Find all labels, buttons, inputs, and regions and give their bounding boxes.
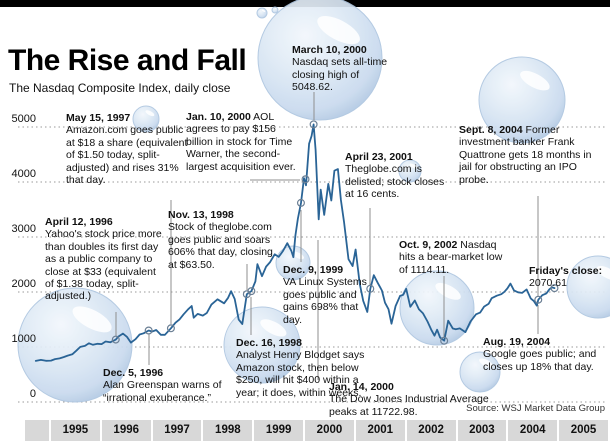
annotation-date: Oct. 9, 2002 bbox=[399, 239, 458, 251]
event-markers-layer bbox=[111, 120, 559, 345]
annotation-dec5-1996: Dec. 5, 1996 Alan Greenspan warns of “irr… bbox=[103, 367, 240, 404]
year-cell-1996: 1996 bbox=[101, 420, 151, 441]
annotation-date: Sept. 8, 2004 bbox=[459, 124, 523, 136]
year-cell-2000: 2000 bbox=[305, 420, 354, 441]
annotation-date: April 12, 1996 bbox=[45, 216, 113, 228]
bubble-decoration bbox=[256, 7, 268, 19]
event-marker-dec5-1996 bbox=[144, 326, 153, 335]
price-line-layer bbox=[34, 123, 556, 362]
event-marker-dec9-1999 bbox=[296, 198, 305, 207]
x-axis-stub-cell bbox=[25, 420, 49, 441]
annotation-date: March 10, 2000 bbox=[292, 44, 367, 56]
annotation-date: Jan. 14, 2000 bbox=[329, 381, 394, 393]
y-tick-label: 3000 bbox=[11, 223, 36, 235]
bubble-decoration bbox=[17, 287, 133, 403]
y-tick-label: 0 bbox=[29, 388, 36, 400]
annotation-aug19-2004: Aug. 19, 2004 Google goes public; and clo… bbox=[483, 336, 603, 373]
x-axis: 1995 1996 1997 1998 1999 2000 2001 2002 2003 2004… bbox=[25, 420, 608, 441]
y-tick-label: 1000 bbox=[11, 333, 36, 345]
year-cell-1999: 1999 bbox=[254, 420, 304, 441]
event-marker-oct9-2002 bbox=[440, 336, 449, 345]
annotation-friday-close: Friday's close: 2070.61 bbox=[529, 265, 609, 290]
year-cell-2005: 2005 bbox=[559, 420, 608, 441]
year-cell-1995: 1995 bbox=[51, 420, 100, 441]
bubble-decoration bbox=[566, 255, 610, 319]
annotation-jan14-2000: Jan. 14, 2000 The Dow Jones Industrial Av… bbox=[329, 381, 491, 418]
annotation-date: Nov. 13, 1998 bbox=[168, 209, 234, 221]
annotation-oct9-2002: Oct. 9, 2002 Nasdaq hits a bear-market l… bbox=[399, 239, 503, 276]
year-cell-2003: 2003 bbox=[457, 420, 507, 441]
annotation-date: Aug. 19, 2004 bbox=[483, 336, 551, 348]
bubble-decoration bbox=[132, 105, 160, 133]
annotation-date: Dec. 5, 1996 bbox=[103, 367, 164, 379]
annotation-date: Friday's close: bbox=[529, 265, 603, 277]
annotation-dec16-1998: Dec. 16, 1998 Analyst Henry Blodget says … bbox=[236, 337, 368, 399]
annotation-mar10-2000: March 10, 2000 Nasdaq sets all-time closi… bbox=[292, 44, 400, 94]
connector-lines-layer bbox=[115, 92, 539, 380]
bubble-decoration bbox=[271, 6, 279, 14]
bubble-decoration bbox=[257, 0, 383, 121]
year-cell-2004: 2004 bbox=[508, 420, 558, 441]
bubble-decoration bbox=[478, 56, 566, 144]
bubbles-layer bbox=[17, 0, 610, 403]
event-marker-apr23-2001 bbox=[366, 284, 375, 293]
bubble-decoration bbox=[398, 159, 422, 183]
year-cell-2002: 2002 bbox=[406, 420, 456, 441]
page-title: The Rise and Fall bbox=[8, 44, 247, 77]
event-marker-mar10-2000 bbox=[309, 120, 318, 129]
bubble-decoration bbox=[399, 270, 475, 346]
annotation-date: Dec. 9, 1999 bbox=[283, 264, 344, 276]
y-tick-label: 4000 bbox=[11, 168, 36, 180]
annotation-nov13-1998: Nov. 13, 1998 Stock of theglobe.com goes … bbox=[168, 209, 283, 271]
annotation-apr23-2001: April 23, 2001 Theglobe.com is delisted; … bbox=[345, 151, 450, 201]
annotation-date: April 23, 2001 bbox=[345, 151, 413, 163]
event-marker-aug19-2004 bbox=[534, 295, 543, 304]
annotation-may15-1997: May 15, 1997 Amazon.com goes public at $1… bbox=[66, 112, 188, 186]
annotation-apr12-1996: April 12, 1996 Yahoo's stock price more t… bbox=[45, 216, 167, 303]
nasdaq-line bbox=[34, 123, 556, 362]
annotation-sep8-2004: Sept. 8, 2004 Former investment banker F… bbox=[459, 124, 592, 186]
event-marker-jan10-2000 bbox=[301, 175, 310, 184]
year-cell-2001: 2001 bbox=[355, 420, 405, 441]
annotation-date: Jan. 10, 2000 bbox=[186, 111, 251, 123]
annotation-date: Dec. 16, 1998 bbox=[236, 337, 302, 349]
event-marker-apr12-1996 bbox=[111, 335, 120, 344]
year-cell-1998: 1998 bbox=[203, 420, 253, 441]
y-tick-label: 5000 bbox=[11, 113, 36, 125]
event-marker-dec16-1998 bbox=[247, 287, 256, 296]
y-tick-label: 2000 bbox=[11, 278, 36, 290]
annotation-date: May 15, 1997 bbox=[66, 112, 131, 124]
bubble-decoration bbox=[459, 351, 501, 393]
source-note: Source: WSJ Market Data Group bbox=[466, 403, 605, 414]
page-subtitle: The Nasdaq Composite Index, daily close bbox=[9, 81, 231, 95]
annotation-dec9-1999: Dec. 9, 1999 VA Linux Systems goes public… bbox=[283, 264, 367, 326]
annotation-jan10-2000: Jan. 10, 2000 AOL agrees to pay $156 bil… bbox=[186, 111, 296, 173]
bubble-decoration bbox=[223, 306, 301, 384]
event-marker-may15-1997 bbox=[166, 324, 175, 333]
event-marker-friday-close bbox=[550, 284, 559, 293]
year-cell-1997: 1997 bbox=[152, 420, 202, 441]
